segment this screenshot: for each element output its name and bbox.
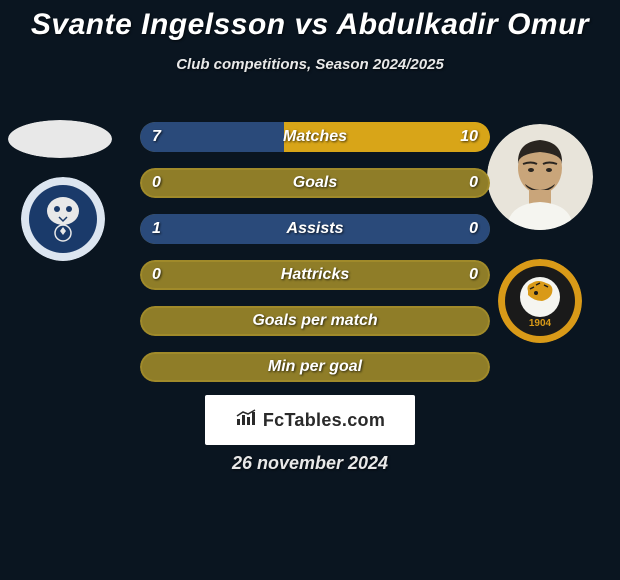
- page-title: Svante Ingelsson vs Abdulkadir Omur: [0, 0, 620, 42]
- stat-row: Goals 0 0: [140, 168, 490, 198]
- club-logo-left: [21, 177, 105, 261]
- stat-row: Assists 1 0: [140, 214, 490, 244]
- stat-row: Min per goal: [140, 352, 490, 382]
- stat-label: Goals: [293, 174, 337, 192]
- svg-text:1904: 1904: [529, 318, 552, 329]
- stat-fill-left: [140, 122, 284, 152]
- stat-label: Matches: [283, 128, 347, 146]
- stat-value-right: 0: [469, 266, 478, 284]
- stat-value-left: 1: [152, 220, 161, 238]
- stat-value-right: 10: [460, 128, 478, 146]
- stat-value-right: 0: [469, 220, 478, 238]
- stat-row: Matches 7 10: [140, 122, 490, 152]
- player-right-photo: [487, 124, 593, 230]
- stat-row: Goals per match: [140, 306, 490, 336]
- stats-chart: Matches710Goals00Assists10Hattricks00Goa…: [140, 122, 490, 398]
- stat-value-left: 0: [152, 266, 161, 284]
- date-label: 26 november 2024: [232, 453, 388, 474]
- stat-label: Min per goal: [268, 358, 362, 376]
- fctables-label: FcTables.com: [263, 410, 385, 431]
- stat-value-left: 7: [152, 128, 161, 146]
- stat-value-right: 0: [469, 174, 478, 192]
- stat-label: Assists: [287, 220, 344, 238]
- fctables-badge[interactable]: FcTables.com: [205, 395, 415, 445]
- stat-value-left: 0: [152, 174, 161, 192]
- stat-row: Hattricks 0 0: [140, 260, 490, 290]
- chart-icon: [235, 409, 257, 432]
- player-left-photo: [8, 120, 112, 158]
- stat-label: Hattricks: [281, 266, 349, 284]
- subtitle: Club competitions, Season 2024/2025: [0, 56, 620, 73]
- stat-label: Goals per match: [252, 312, 377, 330]
- club-logo-right: 1904: [498, 259, 582, 343]
